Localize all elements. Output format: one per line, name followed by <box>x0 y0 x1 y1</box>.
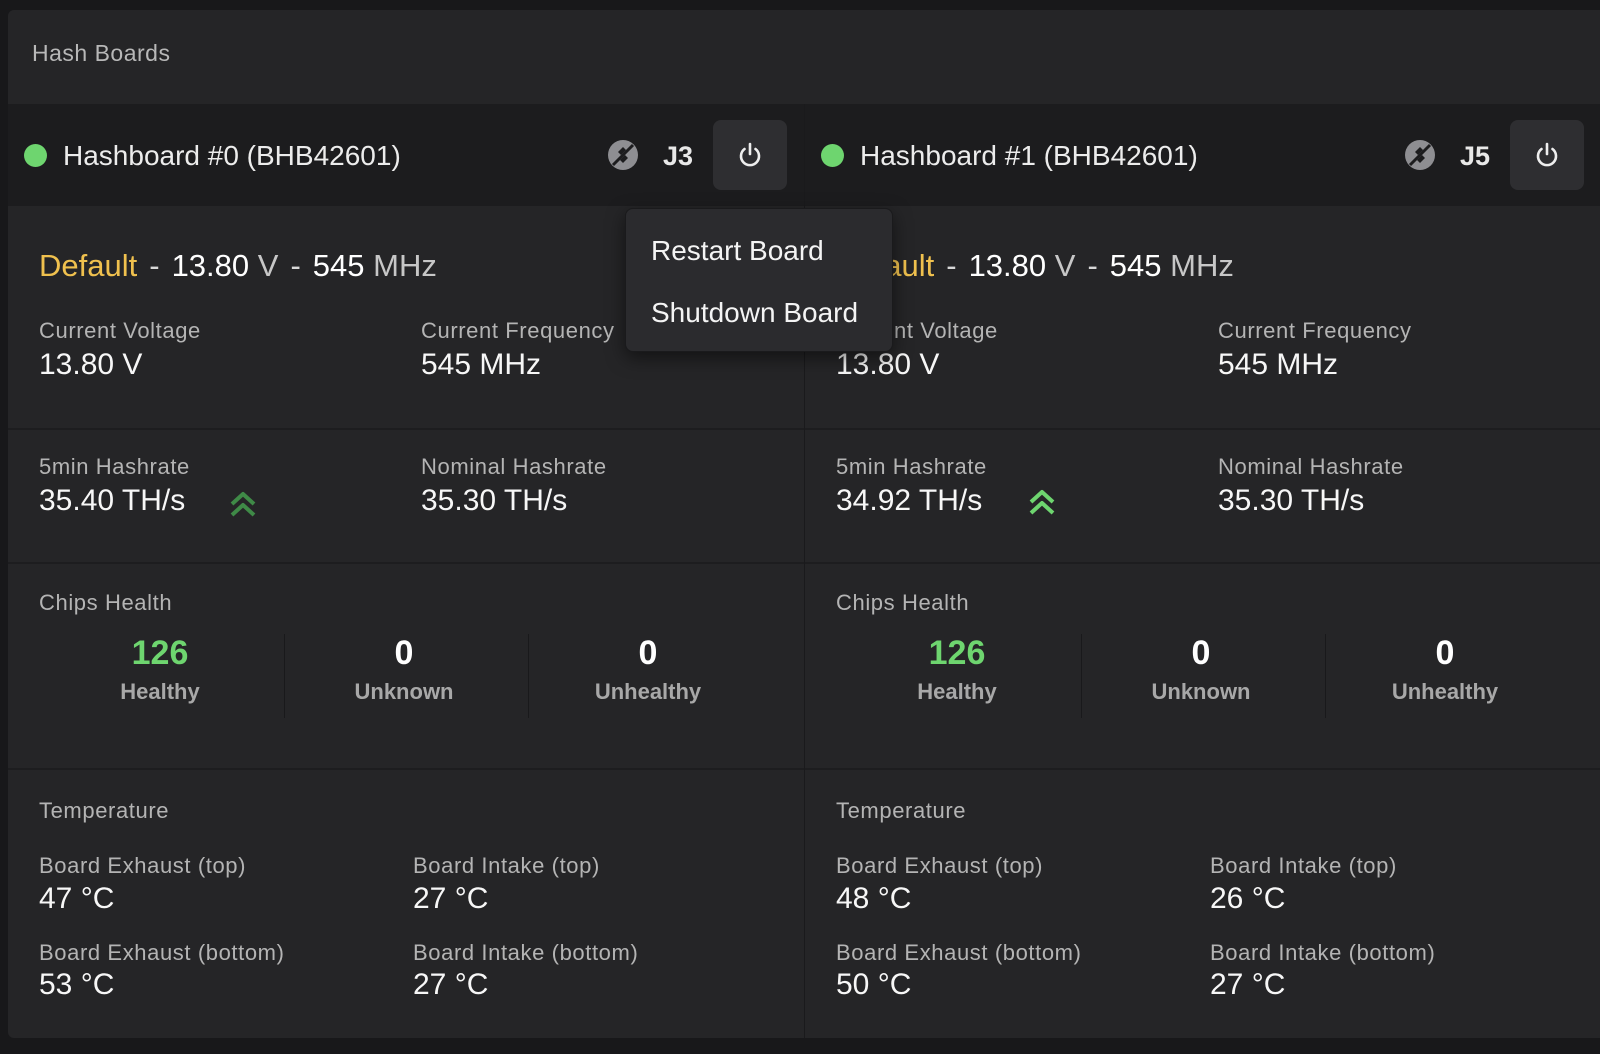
chips-healthy-count: 126 <box>928 634 986 672</box>
status-dot-icon <box>821 144 844 167</box>
chips-health-title: Chips Health <box>836 590 970 615</box>
intake-bottom-value: 27 °C <box>413 968 489 1001</box>
exhaust-bottom-value: 50 °C <box>836 968 912 1001</box>
current-frequency-label: Current Frequency <box>421 318 615 343</box>
current-voltage-label: Current Voltage <box>39 318 201 343</box>
hashboard-header: Hashboard #1 (BHB42601) J5 <box>805 104 1600 206</box>
chips-unknown: 0 Unknown <box>1081 624 1321 714</box>
profile-voltage-unit: V <box>1054 248 1076 283</box>
chips-unhealthy: 0 Unhealthy <box>1325 624 1565 714</box>
temperature-title: Temperature <box>39 798 170 823</box>
row-divider <box>805 562 1600 564</box>
nominal-hashrate-value: 35.30 TH/s <box>421 484 568 517</box>
disconnected-plug-icon <box>1405 140 1435 170</box>
power-button[interactable] <box>1510 120 1584 190</box>
hashboard-name: Hashboard #1 (BHB42601) <box>860 140 1198 171</box>
trend-up-icon <box>230 492 256 517</box>
row-divider <box>8 428 804 430</box>
nominal-hashrate-value: 35.30 TH/s <box>1218 484 1365 517</box>
temperature-title: Temperature <box>836 798 967 823</box>
trend-up-icon <box>1029 490 1055 515</box>
profile-voltage: 13.80 <box>968 248 1047 283</box>
profile-summary: Default-13.80 V-545 MHz <box>39 248 437 283</box>
hashrate-5min-label: 5min Hashrate <box>39 454 190 479</box>
exhaust-top-value: 47 °C <box>39 882 115 915</box>
hashboard-card-1: Hashboard #1 (BHB42601) J5 Default-13.80… <box>805 104 1600 1038</box>
power-button[interactable] <box>713 120 787 190</box>
disconnected-plug-icon <box>608 140 638 170</box>
chips-unhealthy-count: 0 <box>1435 634 1455 672</box>
profile-frequency: 545 <box>312 248 365 283</box>
board-actions-menu: Restart Board Shutdown Board <box>625 208 893 352</box>
chips-unknown-label: Unknown <box>1151 679 1251 704</box>
hashrate-5min-value: 35.40 TH/s <box>39 484 186 517</box>
status-dot-icon <box>24 144 47 167</box>
board-divider <box>804 104 805 1038</box>
row-divider <box>805 428 1600 430</box>
current-frequency-value: 545 MHz <box>421 348 542 381</box>
menu-item-restart-board[interactable]: Restart Board <box>651 235 824 266</box>
profile-frequency: 545 <box>1109 248 1162 283</box>
chips-unhealthy-count: 0 <box>638 634 658 672</box>
hashboard-card-0: Hashboard #0 (BHB42601) J3 Default -13.80… <box>8 104 804 1038</box>
chips-healthy-label: Healthy <box>120 679 200 704</box>
chips-unhealthy-label: Unhealthy <box>1391 679 1499 704</box>
intake-top-label: Board Intake (top) <box>1210 853 1397 878</box>
profile-frequency-unit: MHz <box>1170 248 1234 283</box>
chips-unhealthy: 0 Unhealthy <box>528 624 768 714</box>
current-frequency-label: Current Frequency <box>1218 318 1412 343</box>
intake-bottom-label: Board Intake (bottom) <box>1210 940 1436 965</box>
power-icon <box>739 142 761 167</box>
intake-top-label: Board Intake (top) <box>413 853 600 878</box>
intake-bottom-value: 27 °C <box>1210 968 1286 1001</box>
hashrate-5min-label: 5min Hashrate <box>836 454 987 479</box>
hash-boards-panel: Hash Boards Hashboard #0 (BHB42601) J3 D… <box>8 10 1600 1038</box>
chips-unknown-count: 0 <box>394 634 414 672</box>
chips-healthy-label: Healthy <box>917 679 997 704</box>
chips-unknown-count: 0 <box>1191 634 1211 672</box>
hashrate-5min-value: 34.92 TH/s <box>836 484 983 517</box>
chip-divider <box>1325 634 1326 718</box>
row-divider <box>805 768 1600 770</box>
power-icon <box>1536 142 1558 167</box>
chip-divider <box>528 634 529 718</box>
chip-divider <box>1081 634 1082 718</box>
hashboard-header: Hashboard #0 (BHB42601) J3 <box>8 104 804 206</box>
panel-title: Hash Boards <box>32 40 171 66</box>
exhaust-top-label: Board Exhaust (top) <box>836 853 1044 878</box>
exhaust-top-value: 48 °C <box>836 882 912 915</box>
chips-healthy: 126 Healthy <box>40 624 280 714</box>
intake-top-value: 26 °C <box>1210 882 1286 915</box>
intake-top-value: 27 °C <box>413 882 489 915</box>
chip-divider <box>284 634 285 718</box>
current-frequency-value: 545 MHz <box>1218 348 1339 381</box>
exhaust-bottom-label: Board Exhaust (bottom) <box>836 940 1082 965</box>
chips-health-title: Chips Health <box>39 590 173 615</box>
exhaust-top-label: Board Exhaust (top) <box>39 853 247 878</box>
connector-label: J5 <box>1460 141 1491 171</box>
chips-healthy: 126 Healthy <box>837 624 1077 714</box>
profile-name: Default <box>39 248 138 283</box>
connector-label: J3 <box>663 141 694 171</box>
chips-healthy-count: 126 <box>131 634 189 672</box>
intake-bottom-label: Board Intake (bottom) <box>413 940 639 965</box>
row-divider <box>8 562 804 564</box>
chips-unknown: 0 Unknown <box>284 624 524 714</box>
nominal-hashrate-label: Nominal Hashrate <box>1218 454 1404 479</box>
profile-frequency-unit: MHz <box>373 248 437 283</box>
exhaust-bottom-label: Board Exhaust (bottom) <box>39 940 285 965</box>
nominal-hashrate-label: Nominal Hashrate <box>421 454 607 479</box>
hashboard-name: Hashboard #0 (BHB42601) <box>63 140 401 171</box>
row-divider <box>8 768 804 770</box>
exhaust-bottom-value: 53 °C <box>39 968 115 1001</box>
current-voltage-value: 13.80 V <box>39 348 143 381</box>
menu-item-shutdown-board[interactable]: Shutdown Board <box>651 297 859 328</box>
profile-voltage: 13.80 <box>171 248 250 283</box>
chips-unknown-label: Unknown <box>354 679 454 704</box>
profile-voltage-unit: V <box>257 248 279 283</box>
current-voltage-value: 13.80 V <box>836 348 940 381</box>
profile-summary: Default-13.80 V-545 MHz <box>836 248 1234 284</box>
chips-unhealthy-label: Unhealthy <box>594 679 702 704</box>
